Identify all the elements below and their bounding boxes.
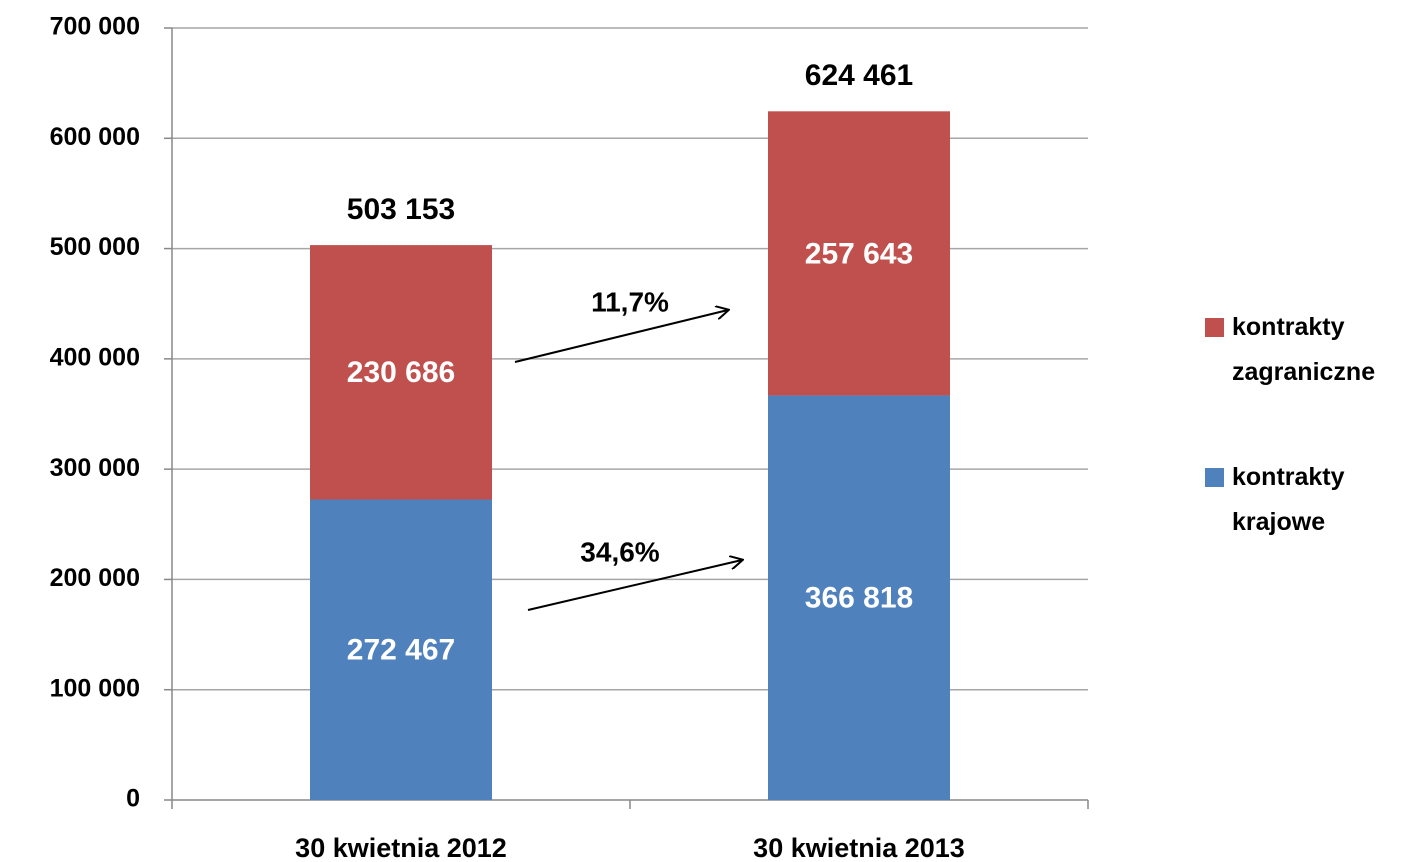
value-label: 366 818	[805, 582, 913, 615]
value-label: 230 686	[347, 356, 455, 389]
total-label: 624 461	[805, 59, 913, 92]
x-tick-label: 30 kwietnia 2013	[753, 833, 965, 862]
annotation: 11,7%	[591, 286, 669, 317]
x-tick-label: 30 kwietnia 2012	[295, 833, 507, 862]
arrow	[527, 560, 742, 611]
y-tick-label: 300 000	[50, 454, 140, 482]
bar-segment	[768, 395, 950, 800]
y-tick-label: 400 000	[50, 343, 140, 371]
y-tick-label: 500 000	[50, 233, 140, 261]
value-label: 257 643	[805, 237, 913, 270]
y-tick-label: 0	[126, 785, 140, 813]
legend-label: kontrakty zagraniczne	[1232, 313, 1376, 386]
value-label: 272 467	[347, 634, 455, 667]
y-tick-label: 100 000	[50, 674, 140, 702]
annotation: 34,6%	[580, 536, 659, 567]
y-tick-label: 700 000	[50, 13, 140, 41]
legend-swatch	[1205, 468, 1224, 487]
y-tick-label: 600 000	[50, 123, 140, 151]
legend-swatch	[1205, 318, 1224, 337]
arrow	[514, 310, 728, 363]
y-tick-label: 200 000	[50, 564, 140, 592]
bar-segment	[768, 111, 950, 396]
legend-label: kontrakty krajowe	[1232, 463, 1345, 536]
bar-segment	[310, 245, 492, 500]
bar-segment	[310, 499, 492, 800]
total-label: 503 153	[347, 193, 455, 226]
